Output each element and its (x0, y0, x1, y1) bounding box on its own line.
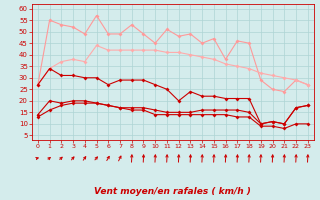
Text: Vent moyen/en rafales ( km/h ): Vent moyen/en rafales ( km/h ) (94, 187, 251, 196)
